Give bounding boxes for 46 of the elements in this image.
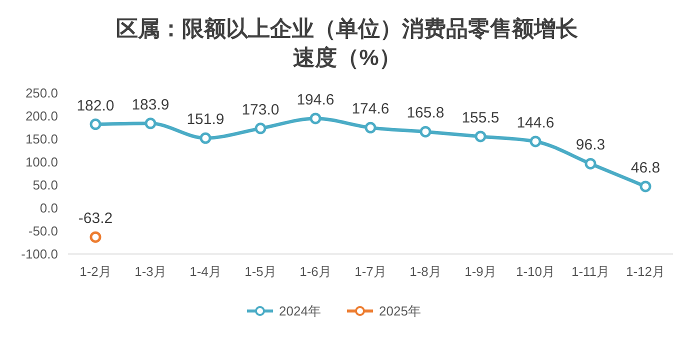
x-tick-label: 1-5月 [244, 264, 276, 279]
data-label: 96.3 [576, 136, 606, 154]
x-tick-label: 1-4月 [190, 264, 222, 279]
x-tick-label: 1-11月 [571, 264, 610, 279]
point [90, 118, 102, 130]
point [420, 126, 432, 138]
x-tick-label: 1-2月 [80, 264, 112, 279]
y-tick-label: 100.0 [25, 154, 58, 170]
legend-label: 2024年 [279, 304, 321, 319]
point [640, 180, 652, 192]
data-label: 46.8 [630, 159, 660, 176]
y-tick-label: 200.0 [25, 108, 58, 124]
data-label: 183.9 [132, 96, 170, 114]
point [200, 132, 212, 144]
point [254, 122, 266, 134]
y-tick-label: -50.0 [28, 224, 58, 239]
y-tick-label: 50.0 [32, 178, 58, 193]
x-tick-label: 1-6月 [300, 264, 332, 279]
data-label: 165.8 [406, 104, 444, 122]
point [474, 130, 486, 142]
chart-title: 区属：限额以上企业（单位）消费品零售额增长速度（%） [116, 16, 579, 70]
x-tick-label: 1-3月 [134, 264, 166, 279]
data-label: 155.5 [462, 109, 500, 126]
data-label: 144.6 [516, 114, 554, 132]
x-tick-label: 1-12月 [626, 264, 666, 279]
y-tick-label: -100.0 [21, 246, 58, 262]
x-tick-label: 1-8月 [410, 264, 442, 279]
y-tick-label: 150.0 [25, 132, 58, 147]
data-label: 182.0 [76, 97, 114, 114]
y-tick-label: 0.0 [40, 200, 58, 216]
x-tick-label: 1-7月 [354, 264, 386, 279]
point [144, 118, 156, 130]
data-label: 194.6 [296, 91, 334, 108]
point [90, 231, 102, 243]
x-tick-label: 1-9月 [464, 264, 496, 279]
point [364, 122, 376, 134]
x-tick-label: 1-10月 [516, 264, 556, 279]
data-label: 174.6 [352, 100, 390, 118]
y-tick-label: 250.0 [25, 86, 58, 101]
point [584, 158, 596, 170]
data-label: 173.0 [242, 101, 280, 118]
legend-label: 2025年 [379, 304, 421, 319]
point [530, 136, 542, 148]
point [310, 112, 322, 124]
data-label: 151.9 [186, 111, 224, 128]
data-label: -63.2 [78, 210, 113, 228]
